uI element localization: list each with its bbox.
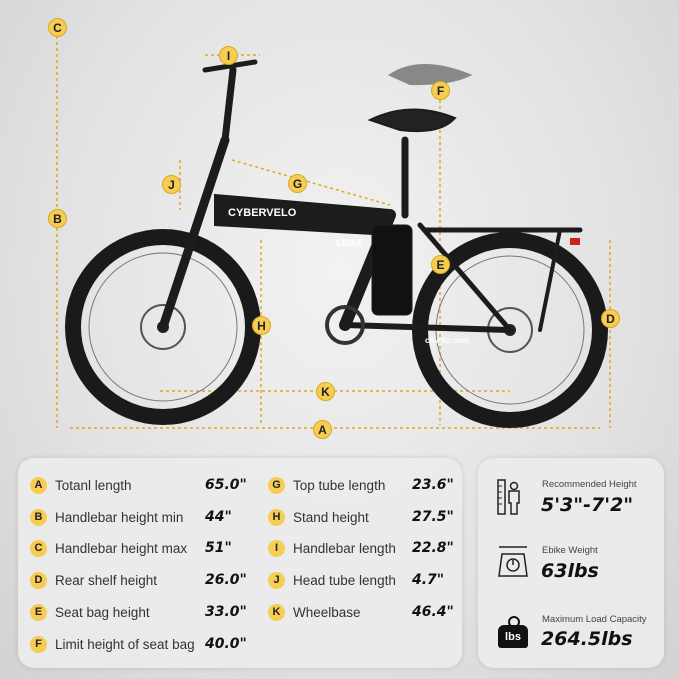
spec-label: Handlebar height min (55, 509, 184, 525)
spec-row-k: K Wheelbase 46.4" (268, 602, 454, 622)
spec-row-i: I Handlebar length 22.8" (268, 538, 454, 558)
marker-j: J (162, 175, 181, 194)
spec-label: Rear shelf height (55, 572, 158, 588)
spec-value: 27.5" (412, 509, 454, 525)
spec-value: 51" (205, 540, 232, 556)
weight-lbs-icon: lbs (498, 616, 528, 648)
spec-label: Seat bag height (55, 604, 150, 620)
spec-row-b: B Handlebar height min 44" (30, 507, 232, 527)
marker-a: A (313, 420, 332, 439)
spec-row-f: F Limit height of seat bag 40.0" (30, 634, 247, 654)
spec-badge: C (30, 539, 47, 557)
spec-value: 4.7" (412, 572, 445, 588)
spec-label: Top tube length (293, 477, 386, 493)
brand-logo: CYBERVELO (228, 207, 297, 219)
spec-badge: G (268, 476, 285, 494)
spec-label: Handlebar height max (55, 540, 188, 556)
height-ruler-person-icon (497, 479, 520, 515)
stat-value-load: 264.5lbs (541, 628, 633, 650)
spec-badge: F (30, 635, 47, 653)
spec-badge: E (30, 603, 47, 621)
spec-value: 46.4" (412, 604, 454, 620)
stat-label-weight: Ebike Weight (542, 545, 598, 556)
spec-row-e: E Seat bag height 33.0" (30, 602, 247, 622)
spec-value: 44" (205, 509, 232, 525)
marker-h: H (252, 316, 271, 335)
spec-row-c: C Handlebar height max 51" (30, 538, 232, 558)
stat-value-height: 5'3"-7'2" (541, 494, 634, 516)
marker-d: D (601, 309, 620, 328)
specs-panel (18, 458, 462, 668)
marker-f: F (431, 81, 450, 100)
marker-i: I (219, 46, 238, 65)
spec-badge: H (268, 508, 285, 526)
spec-label: Wheelbase (293, 604, 361, 620)
spec-badge: J (268, 571, 285, 589)
spec-value: 40.0" (205, 636, 247, 652)
spec-badge: I (268, 539, 285, 557)
spec-badge: K (268, 603, 285, 621)
dimension-lines (56, 30, 611, 429)
spec-badge: A (30, 476, 47, 494)
marker-c: C (48, 18, 67, 37)
marker-b: B (48, 209, 67, 228)
spec-label: Limit height of seat bag (55, 636, 195, 652)
spec-value: 22.8" (412, 540, 454, 556)
tail-light (570, 238, 580, 245)
bike-frame (158, 59, 583, 345)
stat-label-height: Recommended Height (542, 479, 637, 490)
spec-value: 65.0" (205, 477, 247, 493)
scale-icon (498, 546, 528, 577)
spec-label: Totanl length (55, 477, 132, 493)
spec-badge: D (30, 571, 47, 589)
spec-value: 26.0" (205, 572, 247, 588)
weight-icon-text: lbs (498, 625, 528, 648)
spec-label: Stand height (293, 509, 369, 525)
battery-label: EBIKE (336, 238, 364, 248)
spec-row-j: J Head tube length 4.7" (268, 570, 444, 590)
marker-k: K (316, 382, 335, 401)
website-label: cbvelo.com (425, 336, 469, 345)
marker-e: E (431, 255, 450, 274)
spec-value: 33.0" (205, 604, 247, 620)
marker-g: G (288, 174, 307, 193)
spec-row-a: A Totanl length 65.0" (30, 475, 247, 495)
spec-row-d: D Rear shelf height 26.0" (30, 570, 247, 590)
spec-row-g: G Top tube length 23.6" (268, 475, 454, 495)
stat-value-weight: 63lbs (541, 560, 599, 582)
spec-row-h: H Stand height 27.5" (268, 507, 454, 527)
spec-badge: B (30, 508, 47, 526)
spec-label: Head tube length (293, 572, 396, 588)
stat-label-load: Maximum Load Capacity (542, 614, 647, 625)
spec-value: 23.6" (412, 477, 454, 493)
spec-label: Handlebar length (293, 540, 396, 556)
